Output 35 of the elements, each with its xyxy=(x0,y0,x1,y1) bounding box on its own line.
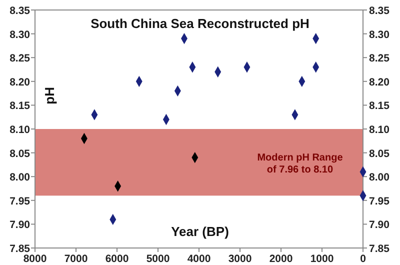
x-tick-label: 7000 xyxy=(64,253,88,265)
y2-tick-label: 7.95 xyxy=(369,195,390,208)
y-tick-label: 8.15 xyxy=(10,100,30,112)
y2-tick-label: 8.35 xyxy=(369,5,390,17)
y2-tick-label: 7.90 xyxy=(369,219,390,232)
y2-tick-label: 8.20 xyxy=(369,76,390,88)
y-tick-label: 7.85 xyxy=(10,243,30,255)
y-tick-label: 8.00 xyxy=(10,172,30,184)
y2-tick-label: 8.00 xyxy=(369,172,390,184)
y-tick-label: 8.20 xyxy=(10,76,30,88)
x-tick-label: 8000 xyxy=(23,253,47,265)
y-tick-label: 8.10 xyxy=(10,124,30,136)
y2-tick-label: 8.05 xyxy=(369,148,390,160)
x-tick-label: 1000 xyxy=(310,253,334,265)
y-axis-title: pH xyxy=(42,87,57,104)
x-tick-label: 3000 xyxy=(228,253,252,265)
y2-tick-label: 8.25 xyxy=(369,52,390,65)
y2-tick-label: 8.30 xyxy=(369,28,390,41)
y-tick-label: 8.30 xyxy=(10,28,30,41)
y-tick-label: 7.90 xyxy=(10,219,30,232)
x-tick-label: 6000 xyxy=(105,253,129,265)
x-axis-title: Year (BP) xyxy=(171,224,229,239)
y-tick-label: 8.25 xyxy=(10,52,30,65)
x-tick-label: 5000 xyxy=(146,253,170,265)
x-tick-label: 0 xyxy=(360,253,366,265)
y-tick-label: 8.05 xyxy=(10,148,30,160)
text: South China Sea Reconstructed pH xyxy=(90,16,310,31)
x-tick-label: 4000 xyxy=(187,253,211,265)
band-label: Modern pH Range of 7.96 to 8.10 xyxy=(257,152,344,176)
y-tick-label: 8.35 xyxy=(10,5,30,17)
y2-tick-label: 8.10 xyxy=(369,124,390,136)
x-tick-label: 2000 xyxy=(269,253,293,265)
y-tick-label: 7.95 xyxy=(10,195,30,208)
y2-tick-label: 8.15 xyxy=(369,100,390,112)
y2-tick-label: 7.85 xyxy=(369,243,390,255)
